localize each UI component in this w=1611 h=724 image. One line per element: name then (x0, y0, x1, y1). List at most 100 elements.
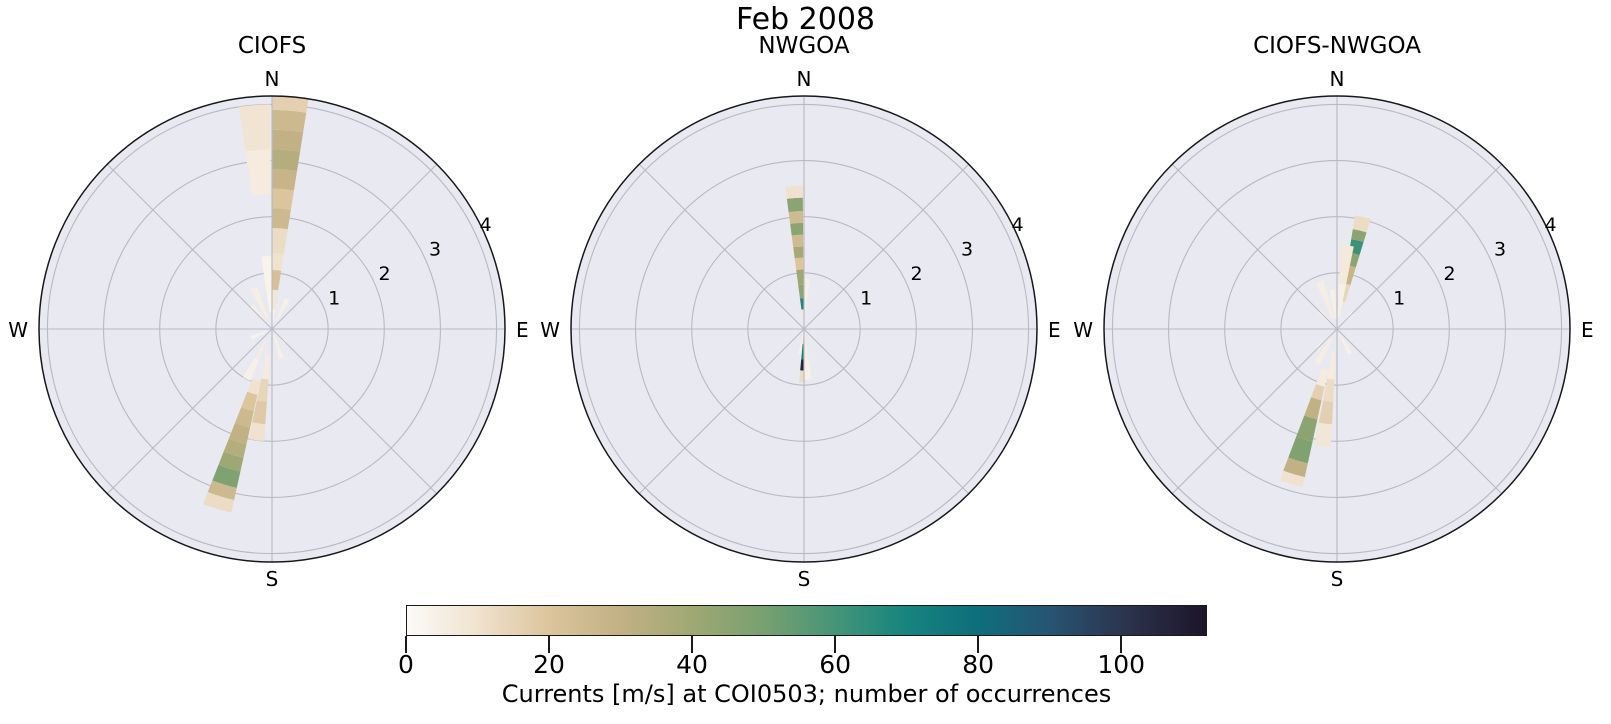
rose-bar-segment (261, 256, 272, 313)
rose-bar-segment (272, 168, 298, 191)
grid-spoke (638, 328, 805, 495)
grid-spoke (271, 163, 438, 330)
colorbar-tickmark (691, 636, 693, 653)
rose-bar-segment (223, 438, 247, 458)
rose-bar-segment (790, 222, 804, 236)
compass-label: E (1581, 318, 1594, 342)
rose-bar-segment (272, 129, 304, 152)
rose-bar-segment (1318, 400, 1334, 425)
radial-tick-label: 4 (1011, 214, 1023, 236)
rose-bar-segment (256, 378, 269, 402)
rose-bar-segment (275, 297, 290, 322)
figure-title: Feb 2008 (736, 2, 875, 37)
rose-bar-segment (1339, 333, 1353, 355)
rose-bar-segment (241, 391, 258, 412)
rose-bar-segment (272, 208, 291, 230)
compass-label: S (266, 567, 279, 591)
radial-tick-label: 1 (328, 288, 340, 310)
rose-bar-segment (1316, 368, 1329, 387)
rose-bar-segment (272, 309, 276, 329)
compass-label: E (516, 318, 529, 342)
compass-label: N (797, 67, 812, 91)
rose-bar-segment (799, 298, 804, 310)
rose-bar-segment (1316, 280, 1334, 319)
grid-spoke (106, 328, 273, 495)
compass-label: W (8, 318, 28, 342)
rose-bar-segment (272, 253, 284, 271)
polar-spine (1103, 95, 1571, 563)
colorbar-tick-label: 40 (676, 650, 708, 679)
radial-tick-label: 1 (860, 288, 872, 310)
rose-bar-segment (234, 407, 254, 428)
rose-bar-segment (1314, 338, 1333, 365)
rose-bar-segment (791, 234, 804, 248)
rose-bar-segment (803, 359, 812, 380)
rose-bar-segment (1351, 229, 1367, 243)
rose-bar-segment (1327, 351, 1336, 380)
rose-bar-segment (803, 331, 809, 360)
colorbar-axis-label: Currents [m/s] at COI0503; number of occ… (501, 680, 1112, 708)
rose-bar-segment (272, 289, 279, 310)
colorbar-tick-label: 0 (398, 650, 414, 679)
rose-bar-segment (228, 423, 251, 445)
polar-spine (38, 95, 506, 563)
radial-tick-label: 1 (1393, 288, 1405, 310)
rose-bar-segment (1323, 378, 1335, 402)
colorbar-tick-label: 60 (819, 650, 851, 679)
compass-label: S (798, 567, 811, 591)
rose-bar-segment (794, 257, 804, 270)
rose-plot-nwgoa: N E S W 1 2 3 4 (540, 67, 1060, 591)
subplot-title-ciofs-nwgoa: CIOFS-NWGOA (1253, 33, 1421, 59)
rose-bar-segment (798, 334, 804, 355)
radial-tick-label: 4 (479, 214, 491, 236)
grid-spoke (1171, 163, 1338, 330)
rose-bar-segment (218, 451, 244, 472)
colorbar-tickmark (405, 636, 407, 653)
radial-tick-label: 4 (1544, 214, 1556, 236)
rose-bar-segment (252, 400, 267, 425)
compass-label: W (1073, 318, 1093, 342)
colorbar-tick-label: 100 (1097, 650, 1146, 679)
rose-bar-segment (261, 356, 271, 380)
rose-bar-segment (272, 270, 282, 291)
rose-bar-segment (250, 286, 269, 320)
grid-spoke (271, 328, 438, 495)
polar-spine (570, 95, 1038, 563)
rose-bar-segment (212, 464, 241, 488)
colorbar-tick-label: 20 (533, 650, 565, 679)
colorbar-tickmark (548, 636, 550, 653)
rose-bar-segment (238, 104, 271, 152)
rose-bar-segment (250, 330, 268, 340)
rose-bar-segment (248, 422, 266, 442)
rose-bar-segment (207, 480, 237, 501)
grid-spoke (1336, 328, 1503, 495)
rose-bar-segment (788, 211, 804, 224)
colorbar-tickmark (977, 636, 979, 653)
radial-tick-label: 2 (379, 263, 391, 285)
rose-plot-ciofs: N E S W 1 2 3 4 (8, 67, 529, 591)
grid-spoke (803, 163, 970, 330)
colorbar-tickmark (1120, 636, 1122, 653)
rose-bar-segment (245, 149, 271, 196)
compass-label: S (1331, 567, 1344, 591)
rose-bar-segment (798, 284, 804, 299)
rose-bar-segment (273, 334, 284, 360)
rose-bar-segment (1338, 244, 1354, 285)
rose-bar-segment (243, 357, 259, 381)
grid-spoke (106, 163, 273, 330)
compass-label: N (1330, 67, 1345, 91)
rose-bar-segment (1296, 415, 1318, 442)
rose-bar-segment (796, 269, 804, 286)
rose-bar-segment (1314, 422, 1332, 447)
rose-bar-segment (785, 185, 803, 199)
rose-bar-segment (1352, 215, 1371, 233)
rose-bar-segment (1311, 384, 1325, 401)
rose-bar-segment (1337, 284, 1346, 318)
rose-bar-segment (804, 278, 810, 310)
rose-bar-segment (1288, 436, 1313, 464)
compass-label: W (540, 318, 560, 342)
rose-bar-segment (1279, 470, 1305, 488)
radial-tick-label: 3 (1494, 238, 1506, 260)
rose-bar-segment (272, 188, 294, 210)
